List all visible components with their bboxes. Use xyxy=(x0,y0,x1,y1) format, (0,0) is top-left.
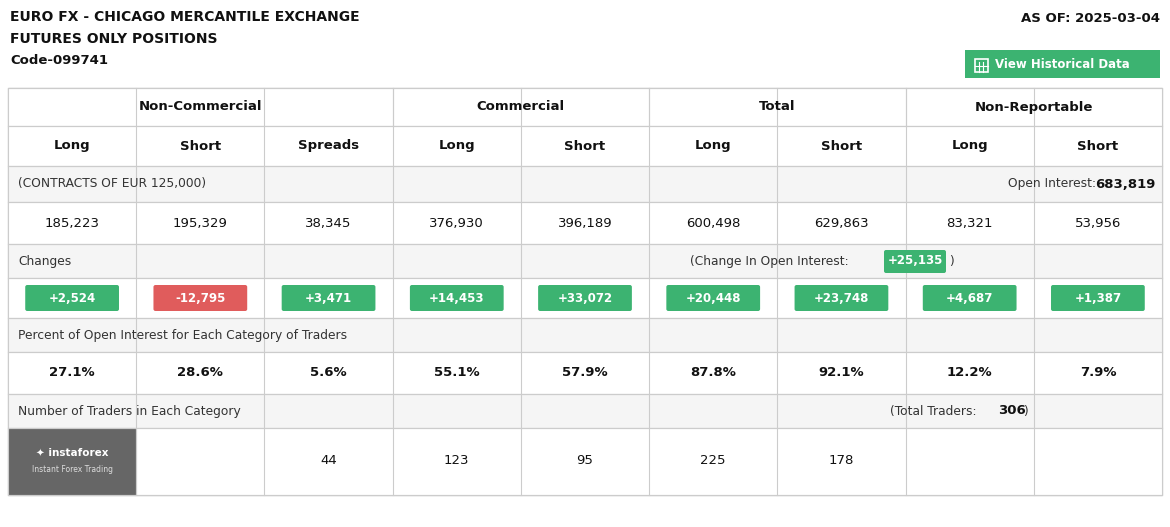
Text: Percent of Open Interest for Each Category of Traders: Percent of Open Interest for Each Catego… xyxy=(18,328,347,341)
FancyBboxPatch shape xyxy=(282,285,376,311)
Bar xyxy=(8,318,1162,352)
Bar xyxy=(965,50,1159,78)
FancyBboxPatch shape xyxy=(923,285,1017,311)
Text: +23,748: +23,748 xyxy=(814,291,869,305)
Text: (CONTRACTS OF EUR 125,000): (CONTRACTS OF EUR 125,000) xyxy=(18,178,206,190)
Text: 83,321: 83,321 xyxy=(947,217,993,229)
Text: 123: 123 xyxy=(445,454,469,467)
Text: Short: Short xyxy=(180,140,221,152)
Bar xyxy=(8,428,1162,495)
Text: Long: Long xyxy=(695,140,731,152)
Bar xyxy=(0,0,1170,88)
Text: 178: 178 xyxy=(828,454,854,467)
Text: 7.9%: 7.9% xyxy=(1080,366,1116,379)
Text: Total: Total xyxy=(759,101,796,113)
Text: ): ) xyxy=(949,255,954,268)
Text: +20,448: +20,448 xyxy=(686,291,741,305)
Text: Spreads: Spreads xyxy=(298,140,359,152)
Text: +3,471: +3,471 xyxy=(305,291,352,305)
Bar xyxy=(975,59,987,72)
Text: (Total Traders:: (Total Traders: xyxy=(890,405,977,417)
Text: Number of Traders in Each Category: Number of Traders in Each Category xyxy=(18,405,241,417)
Text: 600,498: 600,498 xyxy=(686,217,741,229)
Text: Short: Short xyxy=(821,140,862,152)
Bar xyxy=(8,88,1162,126)
Text: Commercial: Commercial xyxy=(477,101,565,113)
FancyBboxPatch shape xyxy=(885,250,947,273)
Text: 53,956: 53,956 xyxy=(1075,217,1121,229)
Text: +25,135: +25,135 xyxy=(887,255,943,268)
Text: 225: 225 xyxy=(701,454,725,467)
Text: Instant Forex Trading: Instant Forex Trading xyxy=(32,464,112,473)
Text: Long: Long xyxy=(951,140,987,152)
Text: Code-099741: Code-099741 xyxy=(11,54,108,66)
Text: +14,453: +14,453 xyxy=(429,291,484,305)
Text: -12,795: -12,795 xyxy=(176,291,226,305)
Text: Long: Long xyxy=(54,140,90,152)
FancyBboxPatch shape xyxy=(538,285,632,311)
Text: 185,223: 185,223 xyxy=(44,217,99,229)
Text: 396,189: 396,189 xyxy=(558,217,612,229)
Bar xyxy=(8,428,136,495)
Text: 12.2%: 12.2% xyxy=(947,366,992,379)
Text: 57.9%: 57.9% xyxy=(563,366,607,379)
FancyBboxPatch shape xyxy=(410,285,503,311)
Text: FUTURES ONLY POSITIONS: FUTURES ONLY POSITIONS xyxy=(11,32,218,46)
FancyBboxPatch shape xyxy=(794,285,888,311)
Bar xyxy=(8,244,1162,278)
Text: 5.6%: 5.6% xyxy=(310,366,346,379)
Text: View Historical Data: View Historical Data xyxy=(994,57,1130,71)
Bar xyxy=(8,278,1162,318)
Text: Short: Short xyxy=(1078,140,1119,152)
Bar xyxy=(8,166,1162,202)
Text: 92.1%: 92.1% xyxy=(819,366,865,379)
Text: 44: 44 xyxy=(321,454,337,467)
Text: Non-Reportable: Non-Reportable xyxy=(975,101,1093,113)
Text: +2,524: +2,524 xyxy=(48,291,96,305)
Bar xyxy=(8,352,1162,394)
FancyBboxPatch shape xyxy=(26,285,119,311)
Text: 55.1%: 55.1% xyxy=(434,366,480,379)
Bar xyxy=(8,202,1162,244)
Text: 376,930: 376,930 xyxy=(429,217,484,229)
FancyBboxPatch shape xyxy=(153,285,247,311)
Text: Changes: Changes xyxy=(18,255,71,268)
Text: (Change In Open Interest:: (Change In Open Interest: xyxy=(690,255,848,268)
Text: Long: Long xyxy=(439,140,475,152)
Text: +1,387: +1,387 xyxy=(1074,291,1122,305)
Text: AS OF: 2025-03-04: AS OF: 2025-03-04 xyxy=(1021,12,1159,24)
Text: EURO FX - CHICAGO MERCANTILE EXCHANGE: EURO FX - CHICAGO MERCANTILE EXCHANGE xyxy=(11,10,359,24)
Text: 683,819: 683,819 xyxy=(1095,178,1156,190)
Text: Open Interest:: Open Interest: xyxy=(1009,178,1096,190)
Bar xyxy=(8,126,1162,166)
Text: 38,345: 38,345 xyxy=(305,217,352,229)
Text: +4,687: +4,687 xyxy=(947,291,993,305)
Text: 87.8%: 87.8% xyxy=(690,366,736,379)
Text: 27.1%: 27.1% xyxy=(49,366,95,379)
Text: Non-Commercial: Non-Commercial xyxy=(138,101,262,113)
Text: ✦ instaforex: ✦ instaforex xyxy=(36,448,109,458)
Text: 629,863: 629,863 xyxy=(814,217,869,229)
Text: Short: Short xyxy=(564,140,606,152)
Text: 195,329: 195,329 xyxy=(173,217,228,229)
Text: 306: 306 xyxy=(998,405,1026,417)
FancyBboxPatch shape xyxy=(667,285,760,311)
Text: 28.6%: 28.6% xyxy=(178,366,223,379)
Text: 95: 95 xyxy=(577,454,593,467)
Text: +33,072: +33,072 xyxy=(557,291,613,305)
FancyBboxPatch shape xyxy=(1051,285,1144,311)
Bar xyxy=(8,394,1162,428)
Bar xyxy=(8,88,1162,495)
Text: ): ) xyxy=(1023,405,1027,417)
